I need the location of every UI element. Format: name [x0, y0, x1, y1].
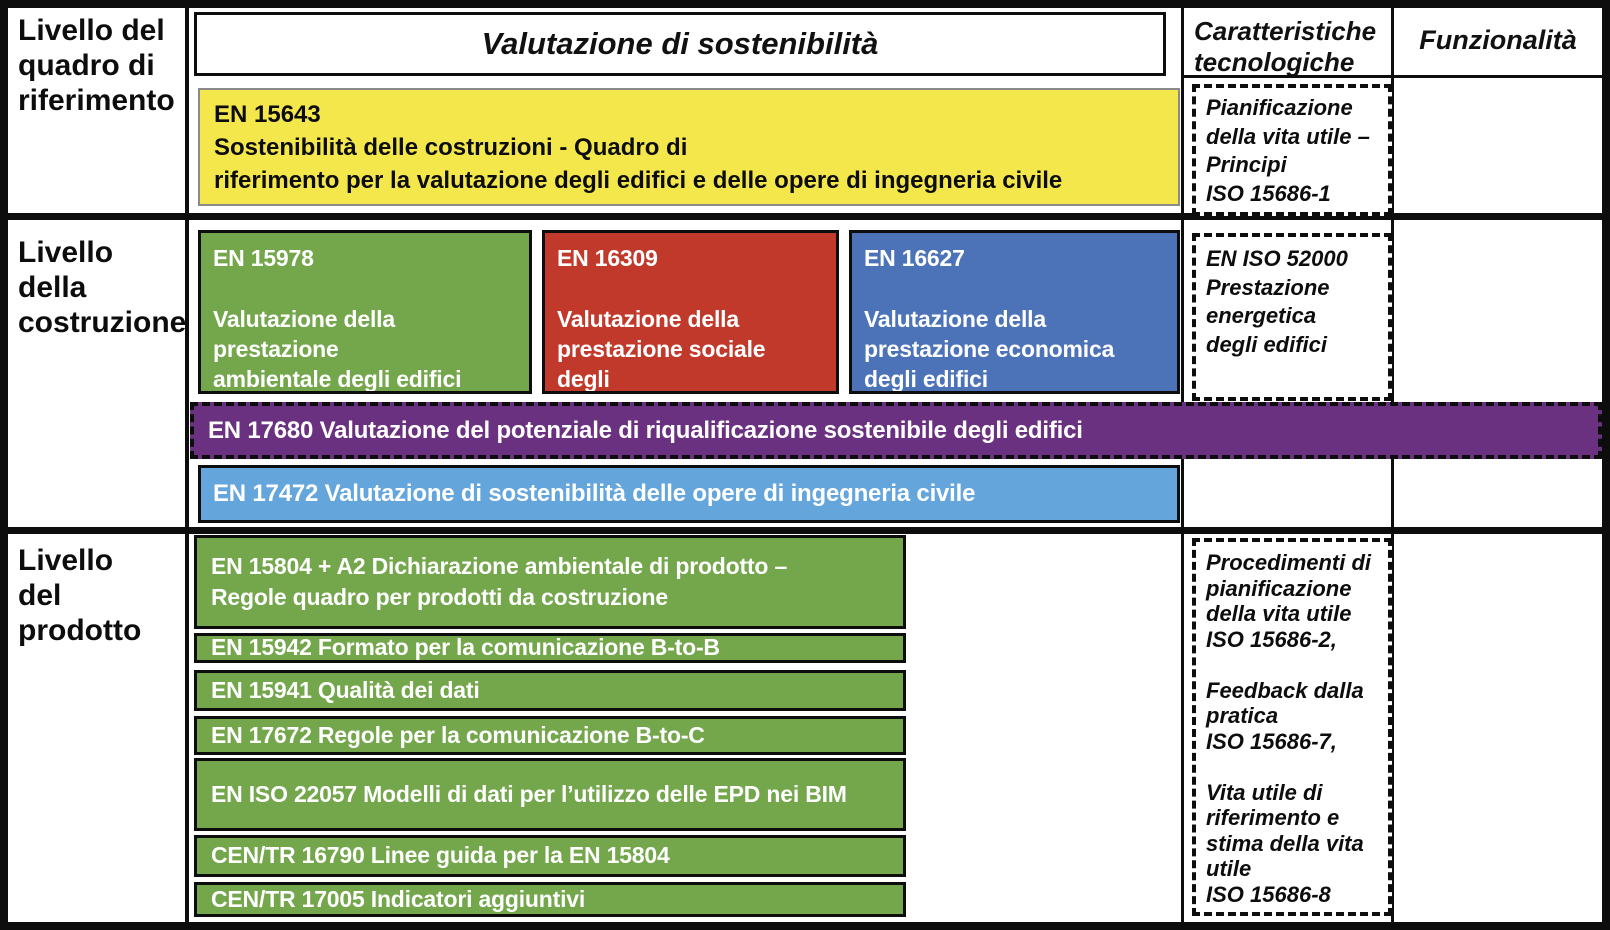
box-cen-tr-17005-text: CEN/TR 17005 Indicatori aggiuntivi	[211, 885, 586, 912]
box-en-15978: EN 15978 Valutazione della prestazione a…	[198, 230, 532, 394]
divider-column-headers	[1181, 75, 1602, 78]
bar-en-17680: EN 17680 Valutazione del potenziale di r…	[190, 402, 1602, 459]
box-en-15804-a2-text: EN 15804 + A2 Dichiarazione ambientale d…	[211, 552, 788, 610]
box-en-17672: EN 17672 Regole per la comunicazione B-t…	[194, 716, 906, 755]
box-en-15942-text: EN 15942 Formato per la comunicazione B-…	[211, 634, 720, 661]
box-en-15941-text: EN 15941 Qualità dei dati	[211, 676, 480, 703]
box-en-16309-text: EN 16309 Valutazione della prestazione s…	[557, 245, 766, 393]
row-label-framework-level: Livello del quadro di riferimento	[18, 14, 175, 117]
box-en-16627-text: EN 16627 Valutazione della prestazione e…	[864, 245, 1115, 393]
box-en-iso-22057: EN ISO 22057 Modelli di dati per l’utili…	[194, 758, 906, 831]
box-cen-tr-16790: CEN/TR 16790 Linee guida per la EN 15804	[194, 835, 906, 877]
box-cen-tr-16790-text: CEN/TR 16790 Linee guida per la EN 15804	[211, 842, 670, 869]
box-iso-15686-1: Pianificazione della vita utile – Princi…	[1192, 84, 1392, 216]
box-en-15804-a2: EN 15804 + A2 Dichiarazione ambientale d…	[194, 535, 906, 629]
divider-labels-column	[185, 8, 189, 922]
box-cen-tr-17005: CEN/TR 17005 Indicatori aggiuntivi	[194, 882, 906, 917]
box-en-15978-text: EN 15978 Valutazione della prestazione a…	[213, 245, 462, 393]
column-header-functionality: Funzionalità	[1394, 8, 1602, 72]
box-en-15942: EN 15942 Formato per la comunicazione B-…	[194, 633, 906, 663]
column-header-functionality-label: Funzionalità	[1419, 24, 1577, 55]
divider-tech-column	[1181, 8, 1184, 922]
divider-row-building-product	[8, 527, 1602, 534]
row-label-building-level: Livello della costruzione	[18, 236, 187, 339]
column-header-sustainability-assessment: Valutazione di sostenibilità	[194, 12, 1166, 76]
divider-row-framework-building	[8, 213, 1602, 220]
divider-functionality-column	[1391, 8, 1394, 922]
box-en-15941: EN 15941 Qualità dei dati	[194, 670, 906, 711]
box-iso-15686-planning: Procedimenti di pianificazione della vit…	[1192, 538, 1392, 916]
box-en-15643: EN 15643 Sostenibilità delle costruzioni…	[198, 88, 1180, 206]
column-header-sustainability-assessment-label: Valutazione di sostenibilità	[481, 26, 879, 61]
bar-en-17680-text: EN 17680 Valutazione del potenziale di r…	[208, 416, 1083, 444]
column-header-tech-characteristics: Caratteristiche tecnologiche	[1194, 16, 1377, 78]
box-en-17672-text: EN 17672 Regole per la comunicazione B-t…	[211, 721, 705, 748]
product-standards-stack: EN 15804 + A2 Dichiarazione ambientale d…	[194, 535, 906, 917]
box-en-iso-52000: EN ISO 52000 Prestazione energetica degl…	[1192, 233, 1392, 401]
row-label-product-level: Livello del prodotto	[18, 544, 142, 647]
bar-en-17472-text: EN 17472 Valutazione di sostenibilità de…	[213, 480, 976, 507]
box-en-16627: EN 16627 Valutazione della prestazione e…	[849, 230, 1180, 394]
bar-en-17472: EN 17472 Valutazione di sostenibilità de…	[198, 465, 1180, 523]
box-en-16309: EN 16309 Valutazione della prestazione s…	[542, 230, 839, 394]
box-en-iso-22057-text: EN ISO 22057 Modelli di dati per l’utili…	[211, 780, 847, 807]
